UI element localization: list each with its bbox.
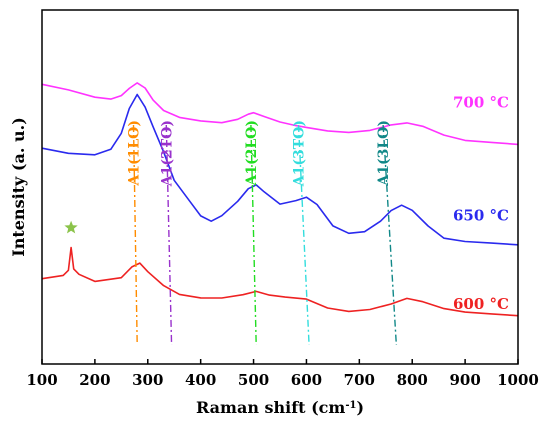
x-tick-label: 1000 [497,371,539,389]
x-tick-label: 700 [344,371,375,389]
plot-content: A1(1LO) A1(2TO) A1(2LO) A1(3TO) A1(3LO) 700 °… [41,82,519,346]
x-tick-label: 800 [397,371,428,389]
x-tick-label: 300 [132,371,163,389]
annotation-label-0: A1(1LO) [126,120,142,187]
annotation-label-3: A1(3TO) [292,120,308,187]
x-tick-label: 900 [449,371,480,389]
annotation-line-1 [165,124,173,346]
plot-frame [41,9,519,365]
series-line-1 [41,93,519,246]
star-marker [64,220,78,234]
series-label-1: 650 °C [453,207,509,225]
x-tick-label: 500 [238,371,269,389]
x-axis-title-close: ) [356,398,364,417]
x-axis-title: Raman shift (cm-1) [196,398,364,417]
x-tick-label: 100 [26,371,57,389]
x-axis-title-main: Raman shift (cm [196,398,345,417]
y-axis-title: Intensity (a. u.) [9,117,28,257]
x-tick-label: 200 [79,371,110,389]
series-line-2 [41,246,519,317]
annotation-label-2: A1(2LO) [244,120,260,187]
series-line-0 [41,82,519,146]
x-axis-ticks: 100 200 300 400 500 600 700 800 900 1000 [26,359,539,389]
x-tick-label: 400 [185,371,216,389]
annotation-label-4: A1(3LO) [376,120,392,187]
x-tick-label: 600 [291,371,322,389]
annotation-label-1: A1(2TO) [159,120,175,187]
x-axis-title-sup: -1 [345,400,356,411]
annotation-line-2 [250,124,257,346]
series-label-2: 600 °C [453,295,509,313]
series-label-0: 700 °C [453,93,509,111]
annotation-line-4 [382,124,398,346]
annotation-line-0 [132,124,138,346]
annotation-line-3 [297,124,310,346]
